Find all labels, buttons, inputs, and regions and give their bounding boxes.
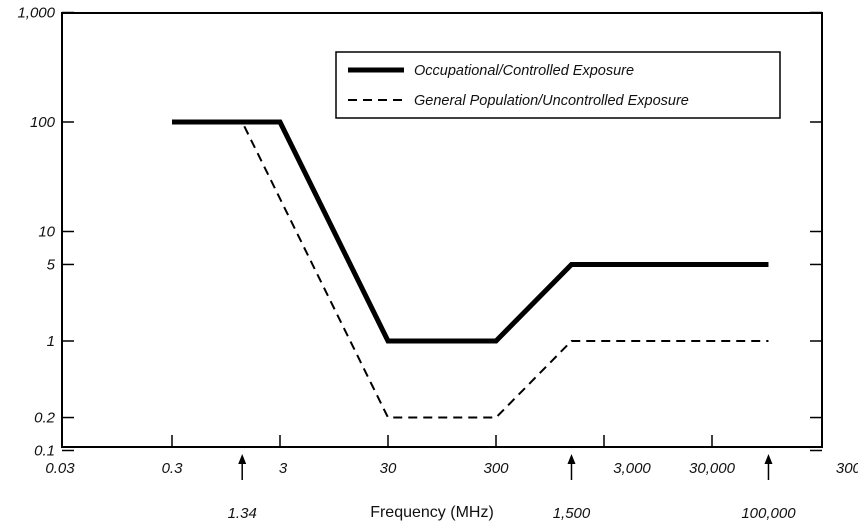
y-tick-label: 0.2 (34, 410, 56, 427)
x-tick-label: 3,000 (613, 460, 651, 477)
x-axis-ticks: 0.03 0.3 3 30 300 3,000 30,000 300,000 (45, 435, 858, 477)
y-tick-label: 0.1 (34, 443, 55, 460)
y-axis-ticks: 1,000 100 10 5 1 0.2 0.1 (17, 5, 822, 460)
legend-box (335, 51, 781, 119)
annotation-label: 1.34 (228, 505, 257, 522)
annotation-label: 1,500 (553, 505, 591, 522)
x-tick-label: 3 (279, 460, 288, 477)
frequency-annotations: 1.34 1,500 100,000 (228, 454, 796, 522)
x-axis-title: Frequency (MHz) (370, 504, 494, 521)
occupational-exposure-line (172, 119, 769, 344)
y-tick-label: 1 (47, 333, 55, 350)
general-population-exposure-line (172, 121, 769, 419)
x-tick-label: 300 (483, 460, 509, 477)
x-tick-label: 30 (380, 460, 397, 477)
annotation-label: 100,000 (741, 505, 796, 522)
y-tick-label: 100 (30, 114, 56, 131)
x-tick-label: 30,000 (689, 460, 736, 477)
legend-label: Occupational/Controlled Exposure (414, 63, 634, 79)
plot-frame (61, 12, 823, 448)
legend: Occupational/Controlled Exposure General … (335, 51, 781, 119)
x-tick-label: 300,000 (836, 460, 858, 477)
annotation-arrow-head (764, 454, 773, 464)
annotation-arrow-head (567, 454, 576, 464)
series-group (172, 119, 769, 419)
annotation-arrow-head (238, 454, 247, 464)
y-tick-label: 1,000 (17, 5, 55, 22)
legend-label: General Population/Uncontrolled Exposure (414, 93, 689, 109)
x-tick-label: 0.3 (162, 460, 184, 477)
y-tick-label: 5 (47, 256, 56, 273)
x-tick-label: 0.03 (45, 460, 75, 477)
y-tick-label: 10 (38, 224, 55, 241)
